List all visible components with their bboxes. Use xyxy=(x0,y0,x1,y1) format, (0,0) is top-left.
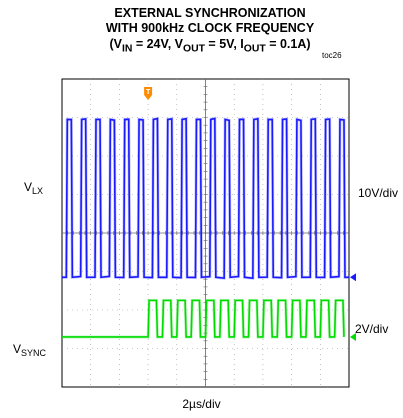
chart-title-line-2: WITH 900kHz CLOCK FREQUENCY xyxy=(105,21,315,35)
vsync-channel-label: VSYNC xyxy=(13,342,47,358)
vlx-ground-marker xyxy=(350,273,356,282)
title-vin-prefix: (V xyxy=(109,37,122,51)
vlx-label-subscript: LX xyxy=(32,186,44,196)
title-iout-subscript: OUT xyxy=(243,43,266,55)
title-vout-subscript: OUT xyxy=(182,43,205,55)
trigger-marker-box xyxy=(144,87,153,95)
vlx-waveform xyxy=(61,117,349,280)
vsync-scale-label: 2V/div xyxy=(355,322,389,336)
vlx-scale-label: 10V/div xyxy=(358,186,399,200)
trigger-marker: T xyxy=(144,87,153,100)
title-iout-value: = 0.1A) xyxy=(265,37,311,51)
vlx-channel-label: VLX xyxy=(24,180,44,196)
timebase-label: 2µs/div xyxy=(182,397,221,411)
title-vin-value: = 24V, V xyxy=(132,37,183,51)
vlx-waveform-noise xyxy=(61,116,349,280)
trigger-marker-pointer xyxy=(144,95,153,100)
vsync-label-main: V xyxy=(13,342,22,356)
waveform-traces xyxy=(61,116,356,341)
chart-title-line-3: (VIN = 24V, VOUT = 5V, IOUT = 0.1A) xyxy=(40,37,380,57)
trigger-marker-letter: T xyxy=(146,89,151,96)
vsync-ground-marker xyxy=(350,332,356,341)
vsync-label-subscript: SYNC xyxy=(21,348,47,358)
figure-reference: toc26 xyxy=(322,51,342,60)
vsync-waveform xyxy=(62,299,345,338)
chart-title-line-1: EXTERNAL SYNCHRONIZATION xyxy=(114,6,306,20)
vsync-waveform-noise xyxy=(62,298,346,339)
title-vin-subscript: IN xyxy=(121,43,133,55)
vlx-label-main: V xyxy=(24,180,33,194)
title-vout-value: = 5V, I xyxy=(204,37,244,51)
